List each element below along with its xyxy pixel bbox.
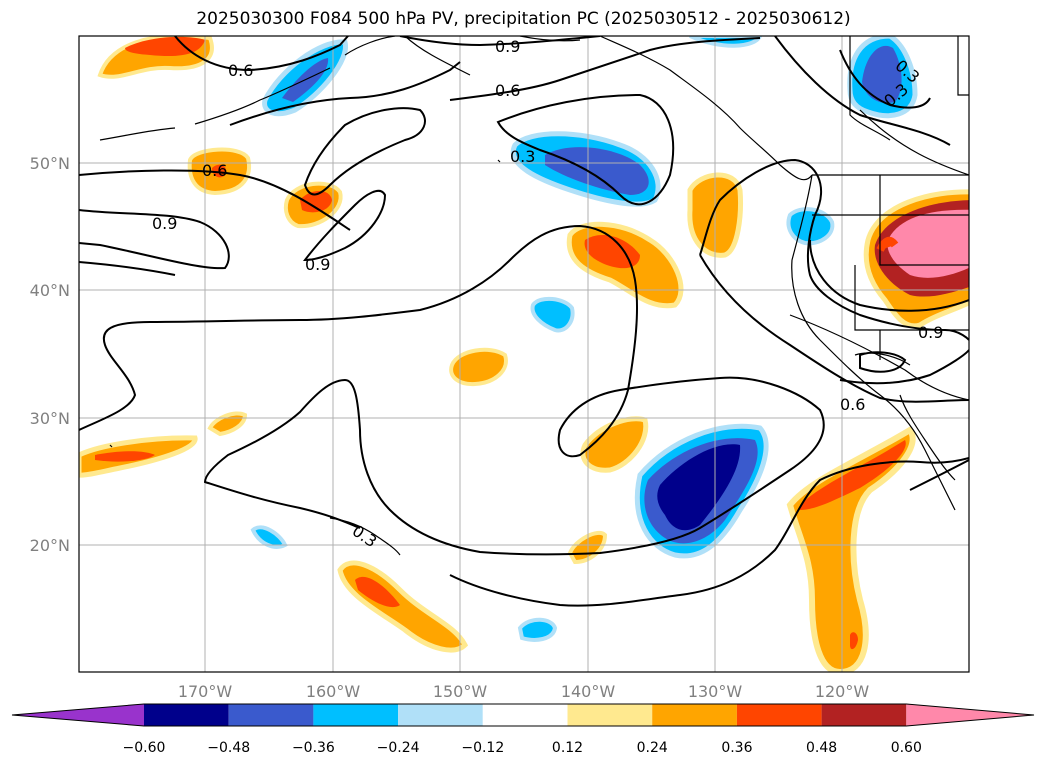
longitude-axis: 170°W 160°W 150°W 140°W 130°W 120°W — [178, 682, 870, 701]
longitude-label: 130°W — [688, 682, 743, 701]
colorbar-segment — [144, 704, 229, 726]
longitude-label: 120°W — [815, 682, 870, 701]
colorbar: −0.60 −0.48 −0.36 −0.24 −0.12 0.12 0.24 … — [11, 703, 1035, 756]
contour-label: 0.9 — [495, 37, 520, 56]
colorbar-tick-label: −0.12 — [461, 740, 504, 756]
coastlines — [99, 36, 969, 556]
latitude-axis: 50°N 40°N 30°N 20°N — [30, 154, 70, 555]
colorbar-tick-label: 0.24 — [637, 740, 668, 756]
colorbar-segment — [12, 704, 144, 726]
contour-labels: 0.6 0.9 0.6 0.3 0.6 0.9 0.9 0.3 0.3 0.9 … — [152, 37, 943, 551]
colorbar-tick-label: 0.12 — [552, 740, 583, 756]
latitude-label: 30°N — [30, 409, 70, 428]
map-frame — [78, 35, 970, 673]
contour-label: 0.3 — [510, 147, 535, 166]
colorbar-tick-label: −0.48 — [207, 740, 250, 756]
colorbar-segment — [482, 704, 568, 726]
colorbar-segment — [567, 704, 653, 726]
colorbar-tick-label: −0.24 — [377, 740, 420, 756]
colorbar-segment — [228, 704, 314, 726]
longitude-label: 140°W — [561, 682, 616, 701]
colorbar-tick-label: −0.60 — [123, 740, 166, 756]
latitude-label: 50°N — [30, 154, 70, 173]
colorbar-tick-label: 0.60 — [891, 740, 922, 756]
colorbar-tick-label: −0.36 — [292, 740, 335, 756]
contour-label: 0.6 — [840, 395, 865, 414]
colorbar-segment — [821, 704, 907, 726]
contour-label: 0.6 — [202, 161, 227, 180]
colorbar-segment — [313, 704, 399, 726]
longitude-label: 150°W — [433, 682, 488, 701]
colorbar-tick-label: 0.36 — [721, 740, 752, 756]
contour-label: 0.6 — [228, 61, 253, 80]
colorbar-ticks: −0.60 −0.48 −0.36 −0.24 −0.12 0.12 0.24 … — [123, 740, 922, 756]
contour-label: 0.9 — [152, 214, 177, 233]
contour-label: 0.6 — [495, 81, 520, 100]
contour-label: 0.9 — [918, 323, 943, 342]
longitude-label: 170°W — [178, 682, 233, 701]
latitude-label: 20°N — [30, 536, 70, 555]
contour-label: 0.9 — [305, 255, 330, 274]
map-plot-area: 0.6 0.9 0.6 0.3 0.6 0.9 0.9 0.3 0.3 0.9 … — [79, 36, 969, 672]
colorbar-segment — [652, 704, 737, 726]
colorbar-tick-label: 0.48 — [806, 740, 837, 756]
map-title: 2025030300 F084 500 hPa PV, precipitatio… — [196, 9, 851, 29]
colorbar-segment — [906, 704, 1034, 726]
colorbar-segment — [398, 704, 483, 726]
longitude-label: 160°W — [306, 682, 361, 701]
colorbar-segment — [736, 704, 822, 726]
pv-contours — [79, 36, 969, 607]
latitude-label: 40°N — [30, 281, 70, 300]
